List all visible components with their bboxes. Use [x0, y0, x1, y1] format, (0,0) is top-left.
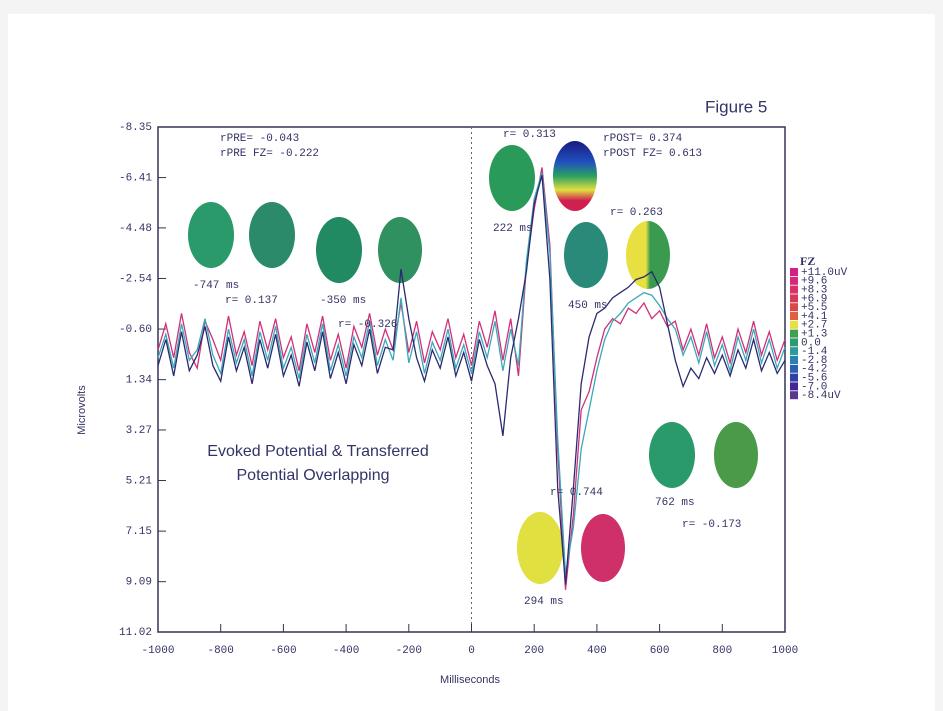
x-tick-label: 400 — [587, 645, 607, 657]
annotation: Potential Overlapping — [237, 467, 390, 484]
colorbar-label: +5.5 — [801, 302, 827, 314]
colorbar-label: +8.3 — [801, 285, 827, 297]
colorbar-label: +4.1 — [801, 311, 828, 323]
series-line — [157, 175, 786, 585]
colorbar-swatch — [790, 320, 798, 329]
colorbar-label: +6.9 — [801, 293, 827, 305]
colorbar-label: -8.4uV — [801, 390, 841, 402]
y-axis-label: Microvolts — [76, 385, 88, 435]
colorbar-label: +1.3 — [801, 329, 827, 341]
annotation: Evoked Potential & Transferred — [207, 443, 428, 460]
x-tick-label: 800 — [712, 645, 732, 657]
annotation: r= 0.137 — [225, 295, 278, 307]
colorbar-label: -1.4 — [801, 346, 828, 358]
x-tick-label: 1000 — [772, 645, 798, 657]
colorbar-swatch — [790, 312, 798, 320]
x-tick-label: -200 — [396, 645, 422, 657]
head-map — [378, 217, 422, 283]
y-tick-label: -2.54 — [119, 273, 152, 285]
head-map — [564, 222, 608, 288]
y-tick-label: -0.60 — [119, 324, 152, 336]
annotation: -350 ms — [320, 295, 366, 307]
head-map — [489, 145, 535, 211]
colorbar-label: +11.0uV — [801, 267, 848, 279]
annotation: r= 0.263 — [610, 207, 663, 219]
series-line — [157, 167, 786, 590]
annotation: rPRE FZ= -0.222 — [220, 148, 319, 160]
head-map — [517, 512, 563, 584]
colorbar-swatch — [790, 347, 798, 356]
figure-title: Figure 5 — [705, 97, 767, 116]
colorbar-swatch — [790, 294, 798, 303]
annotation: r= -0.173 — [682, 519, 741, 531]
x-tick-label: 0 — [468, 645, 475, 657]
annotation: r= 0.313 — [503, 129, 556, 141]
x-tick-label: -600 — [270, 645, 296, 657]
colorbar-label: +9.6 — [801, 276, 827, 288]
x-tick-label: -1000 — [141, 645, 174, 657]
x-axis-label: Milliseconds — [440, 674, 500, 686]
colorbar-swatch — [790, 303, 798, 312]
colorbar-swatch — [790, 391, 798, 400]
annotation: -747 ms — [193, 280, 239, 292]
colorbar-label: -4.2 — [801, 364, 827, 376]
x-tick-label: -400 — [333, 645, 359, 657]
colorbar-swatch — [790, 285, 798, 294]
head-map — [626, 221, 670, 289]
colorbar-swatch — [790, 276, 798, 285]
colorbar-swatch — [790, 364, 798, 373]
head-maps — [188, 141, 758, 584]
y-tick-label: 1.34 — [126, 375, 153, 387]
annotation: 450 ms — [568, 300, 608, 312]
y-tick-label: 7.15 — [126, 526, 152, 538]
colorbar-swatch — [790, 329, 798, 338]
head-map — [649, 422, 695, 488]
colorbar-swatch — [790, 382, 798, 391]
annotation: rPOST= 0.374 — [603, 133, 683, 145]
annotation: r= -0.326 — [338, 319, 397, 331]
annotation: rPOST FZ= 0.613 — [603, 148, 702, 160]
annotation: 222 ms — [493, 223, 533, 235]
y-tick-label: 3.27 — [126, 425, 152, 437]
colorbar-swatch — [790, 338, 798, 347]
colorbar-swatch — [790, 373, 798, 382]
colorbar-title: FZ — [800, 254, 815, 268]
head-map — [581, 514, 625, 582]
y-tick-label: 11.02 — [119, 627, 152, 639]
series-line — [157, 172, 786, 575]
colorbar-label: 0.0 — [801, 337, 821, 349]
colorbar-label: +2.7 — [801, 320, 827, 332]
head-map — [553, 141, 597, 211]
colorbar-swatch — [790, 356, 798, 364]
y-tick-label: -6.41 — [119, 172, 152, 184]
head-map — [316, 217, 362, 283]
annotation: r= 0.744 — [550, 487, 603, 499]
x-tick-label: 600 — [650, 645, 670, 657]
colorbar-label: -7.0 — [801, 381, 827, 393]
head-map — [249, 202, 295, 268]
head-map — [188, 202, 234, 268]
head-map — [714, 422, 758, 488]
colorbar-label: -2.8 — [801, 355, 827, 367]
colorbar-swatch — [790, 268, 798, 276]
y-tick-label: -4.48 — [119, 223, 152, 235]
x-tick-label: 200 — [524, 645, 544, 657]
x-tick-label: -800 — [207, 645, 233, 657]
colorbar-label: -5.6 — [801, 373, 827, 385]
annotation: 762 ms — [655, 497, 695, 509]
annotation: rPRE= -0.043 — [220, 133, 299, 145]
y-tick-label: 9.09 — [126, 577, 152, 589]
y-tick-label: 5.21 — [126, 475, 153, 487]
annotation: 294 ms — [524, 596, 564, 608]
y-tick-label: -8.35 — [119, 122, 152, 134]
